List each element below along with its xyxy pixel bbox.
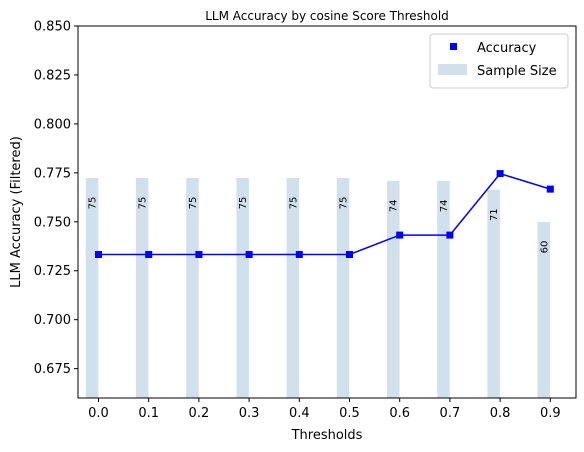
chart-title: LLM Accuracy by cosine Score Threshold xyxy=(205,9,449,23)
accuracy-point xyxy=(245,251,253,258)
x-tick-label: 0.0 xyxy=(88,406,109,421)
accuracy-point xyxy=(346,251,353,258)
sample-size-bar xyxy=(186,178,199,398)
sample-size-bar xyxy=(336,178,350,398)
sample-size-bar xyxy=(236,178,249,398)
accuracy-point xyxy=(195,251,203,258)
y-tick-label: 0.775 xyxy=(34,166,71,181)
x-tick-label: 0.4 xyxy=(289,406,310,421)
line-group xyxy=(95,170,554,258)
sample-size-bar xyxy=(437,180,450,398)
sample-size-bar xyxy=(85,178,99,398)
bar-label-group: 75 75 75 75 75 75 74 74 71 60 xyxy=(88,197,551,254)
legend-sample-size-swatch xyxy=(438,64,467,75)
sample-size-bar xyxy=(286,178,300,398)
accuracy-point xyxy=(145,251,153,258)
y-tick-label: 0.675 xyxy=(34,362,71,377)
y-axis-label: LLM Accuracy (Filtered) xyxy=(9,136,24,288)
accuracy-point xyxy=(95,251,102,258)
y-tick-label: 0.750 xyxy=(34,215,71,230)
sample-size-label: 75 xyxy=(288,197,299,210)
y-tick-label: 0.700 xyxy=(34,313,71,328)
x-tick-label: 0.6 xyxy=(389,406,410,421)
legend-sample-size-label: Sample Size xyxy=(477,64,557,79)
y-axis: 0.675 0.700 0.725 0.750 0.775 0.800 0.825 0.850 xyxy=(34,20,78,377)
sample-size-label: 75 xyxy=(339,197,350,210)
accuracy-point xyxy=(546,185,554,193)
legend-accuracy-marker xyxy=(450,43,457,50)
sample-size-bar xyxy=(387,180,400,398)
sample-size-bar xyxy=(537,222,550,398)
legend-accuracy-label: Accuracy xyxy=(477,41,537,56)
sample-size-bar xyxy=(487,189,500,398)
sample-size-label: 75 xyxy=(138,197,149,210)
plot-frame xyxy=(77,25,577,399)
legend: Accuracy Sample Size xyxy=(429,33,569,89)
bar-group xyxy=(85,178,550,398)
x-tick-label: 0.2 xyxy=(189,406,210,421)
accuracy-line xyxy=(98,172,551,256)
x-tick-label: 0.7 xyxy=(440,406,461,421)
accuracy-point xyxy=(446,231,454,239)
y-tick-label: 0.725 xyxy=(34,264,71,279)
sample-size-label: 75 xyxy=(188,197,199,210)
sample-size-label: 60 xyxy=(539,241,550,254)
x-tick-label: 0.1 xyxy=(138,406,159,421)
y-tick-label: 0.800 xyxy=(34,117,71,132)
y-tick-label: 0.850 xyxy=(34,20,71,35)
x-tick-label: 0.8 xyxy=(490,406,511,421)
x-tick-label: 0.5 xyxy=(339,406,360,421)
accuracy-point xyxy=(295,251,303,258)
x-axis-label: Thresholds xyxy=(291,428,363,443)
accuracy-point xyxy=(496,170,504,178)
sample-size-bar xyxy=(135,178,149,398)
x-axis: 0.0 0.1 0.2 0.3 0.4 0.5 0.6 0.7 0.8 0.9 xyxy=(88,398,561,421)
sample-size-label: 74 xyxy=(389,200,400,213)
x-tick-label: 0.9 xyxy=(540,406,561,421)
sample-size-label: 75 xyxy=(238,197,249,210)
sample-size-label: 74 xyxy=(439,200,450,213)
y-tick-label: 0.825 xyxy=(34,68,71,83)
x-tick-label: 0.3 xyxy=(239,406,260,421)
sample-size-label: 71 xyxy=(489,208,500,221)
sample-size-label: 75 xyxy=(88,197,99,210)
accuracy-point xyxy=(396,231,404,239)
